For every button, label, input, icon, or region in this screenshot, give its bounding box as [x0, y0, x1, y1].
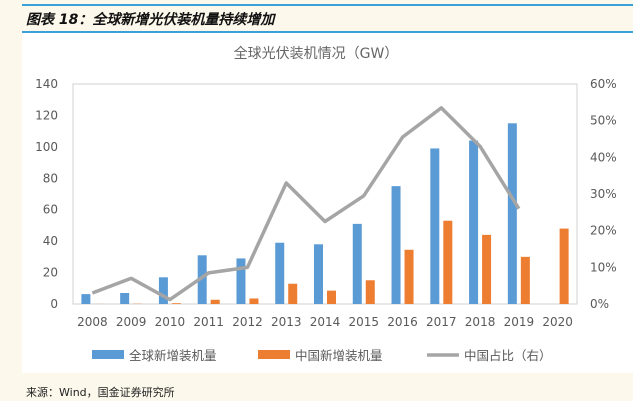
- y-right-tick-label: 20%: [590, 224, 617, 238]
- bar-china: [327, 290, 336, 304]
- bar-global: [197, 255, 207, 304]
- bar-global: [507, 123, 517, 305]
- y-right-tick-label: 40%: [590, 150, 617, 164]
- y-left-tick-label: 100: [35, 140, 58, 154]
- bar-china: [365, 280, 375, 304]
- y-right-tick-label: 10%: [590, 260, 617, 274]
- y-right-tick-label: 30%: [590, 187, 617, 201]
- bar-global: [120, 293, 130, 304]
- x-tick-label: 2010: [155, 315, 186, 329]
- bar-china: [171, 303, 181, 304]
- bar-china: [404, 249, 414, 304]
- bar-global: [81, 294, 91, 304]
- source-note: 来源：Wind，国金证券研究所: [26, 386, 175, 399]
- x-tick-label: 2016: [387, 315, 418, 329]
- y-left-tick-label: 120: [35, 108, 58, 122]
- bar-global: [275, 242, 285, 304]
- bar-global: [158, 277, 168, 304]
- bar-china: [288, 283, 298, 304]
- bar-china: [249, 298, 259, 304]
- bar-china: [210, 299, 220, 304]
- legend-swatch: [92, 350, 124, 359]
- bar-global: [314, 244, 323, 304]
- x-tick-label: 2013: [271, 315, 302, 329]
- top-rule: [22, 4, 633, 6]
- y-right-tick-label: 50%: [590, 114, 617, 128]
- x-tick-label: 2009: [116, 315, 147, 329]
- chart-title: 全球光伏装机情况（GW）: [234, 45, 399, 62]
- line-china-share: [91, 106, 521, 302]
- y-left-tick-label: 60: [43, 203, 58, 217]
- y-left-tick-label: 40: [43, 234, 58, 248]
- bar-china: [443, 220, 453, 304]
- legend-swatch: [258, 350, 290, 359]
- bar-china: [482, 234, 492, 304]
- y-right-tick-label: 0%: [590, 297, 609, 311]
- x-tick-label: 2020: [542, 315, 573, 329]
- chart-panel: [22, 33, 633, 373]
- x-tick-label: 2014: [310, 315, 341, 329]
- x-tick-label: 2018: [465, 315, 496, 329]
- y-left-tick-label: 20: [43, 266, 58, 280]
- x-tick-label: 2019: [504, 315, 535, 329]
- title-rule: [22, 31, 633, 33]
- x-tick-label: 2008: [77, 315, 108, 329]
- x-tick-label: 2011: [193, 315, 224, 329]
- bar-china: [520, 256, 530, 304]
- y-left-tick-label: 140: [35, 77, 58, 91]
- bar-global: [469, 140, 479, 304]
- bar-global: [430, 148, 440, 304]
- bar-china: [559, 228, 569, 304]
- legend-label: 全球新增装机量: [129, 348, 217, 363]
- figure-title: 图表 18：全球新增光伏装机量持续增加: [26, 12, 275, 28]
- legend-label: 中国新增装机量: [295, 348, 383, 363]
- x-tick-label: 2012: [232, 315, 263, 329]
- bar-global: [236, 258, 246, 304]
- bar-global: [391, 186, 401, 304]
- y-left-tick-label: 80: [43, 171, 58, 185]
- y-right-tick-label: 60%: [590, 77, 617, 91]
- x-tick-label: 2017: [426, 315, 457, 329]
- x-tick-label: 2015: [348, 315, 379, 329]
- y-left-tick-label: 0: [50, 297, 58, 311]
- legend-label: 中国占比（右）: [464, 348, 552, 363]
- bar-global: [352, 223, 362, 304]
- plot-border: [72, 83, 578, 305]
